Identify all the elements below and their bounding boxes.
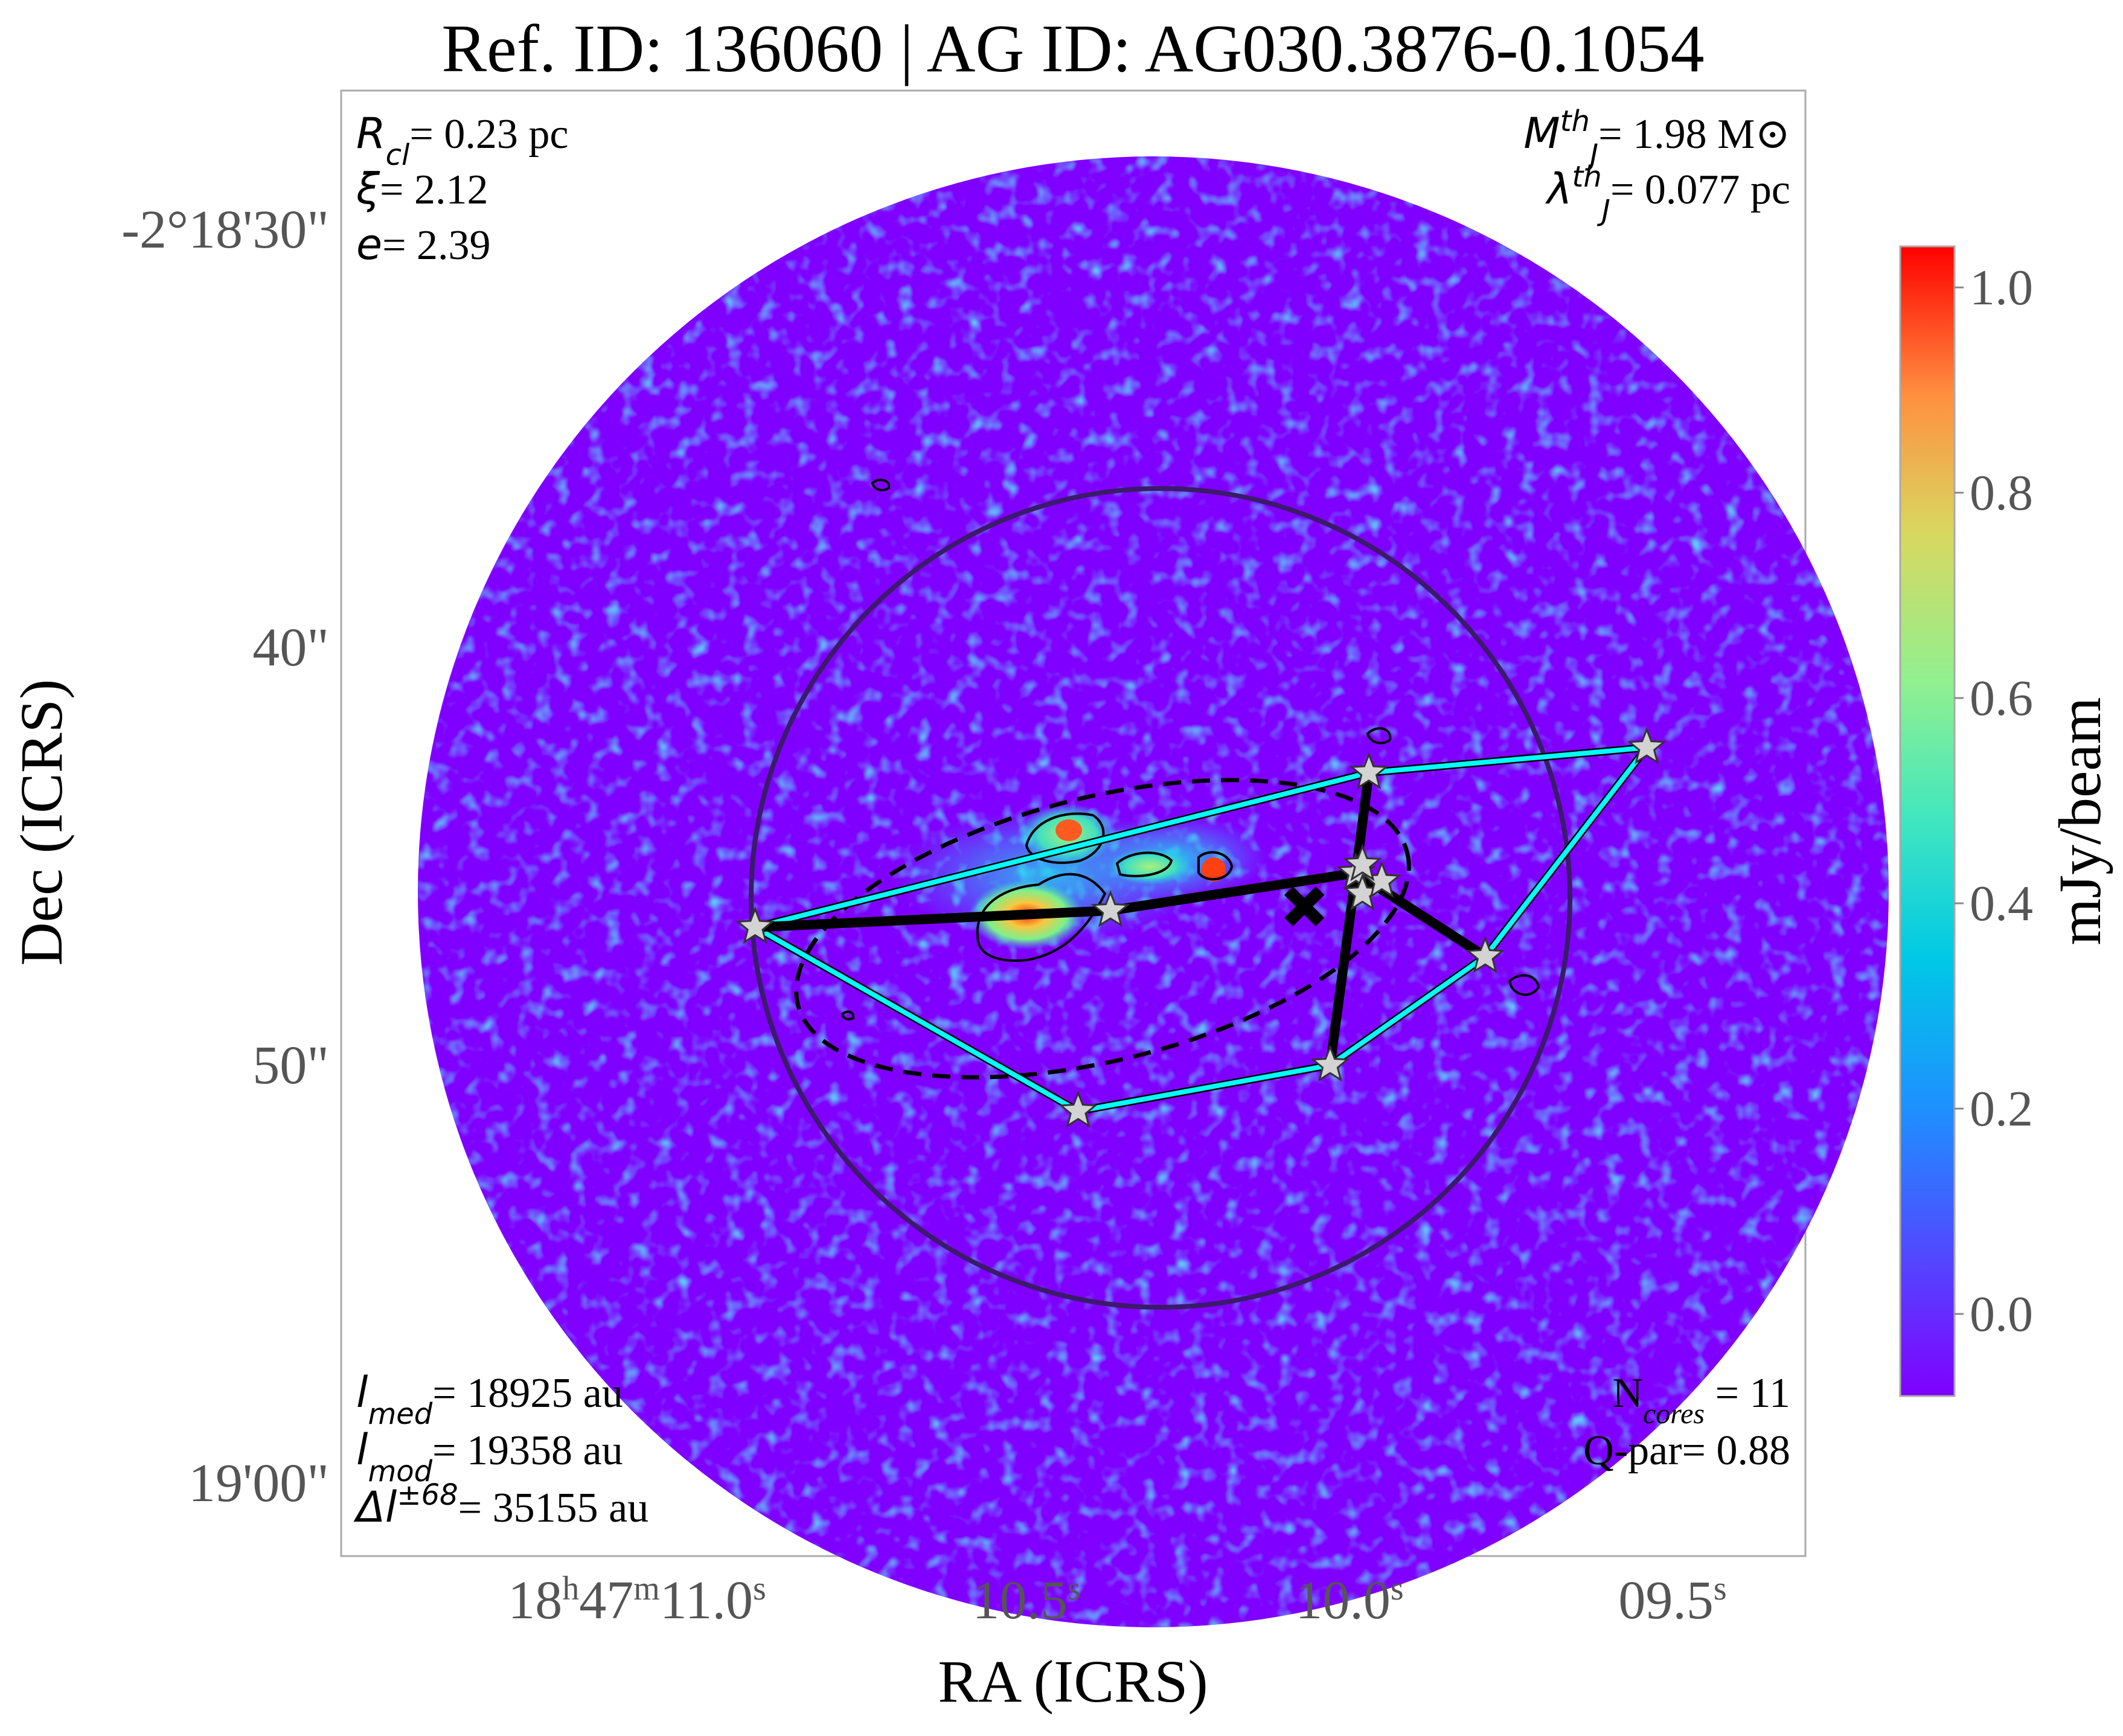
core-marker <box>1627 726 1667 764</box>
x-tick-label: 10.0s <box>1295 1570 1403 1630</box>
core-marker <box>1465 935 1505 973</box>
y-tick-label: 50" <box>252 1036 329 1095</box>
colorbar-tick-label: 0.4 <box>1970 876 2033 932</box>
annotation-bottom-right: Ncores = 11Q-par= 0.88 <box>1583 1370 1790 1474</box>
contour-north <box>1025 812 1105 864</box>
contour-east <box>1197 851 1234 881</box>
colorbar-ticks: 0.0 0.2 0.4 0.6 0.8 1.0 <box>1955 260 2033 1342</box>
contours <box>841 478 1540 1020</box>
clump-ellipse <box>794 778 1411 1080</box>
hull-edge <box>1075 1063 1333 1114</box>
cores <box>735 726 1667 1128</box>
y-ticks: -2°18'30" 40" 50" 19'00" <box>121 200 329 1513</box>
emission-peak-east <box>1202 857 1226 882</box>
chart-title: Ref. ID: 136060 | AG ID: AG030.3876-0.10… <box>441 11 1704 86</box>
mst-edge <box>750 905 1116 932</box>
core-marker <box>1090 889 1130 927</box>
emission-peak-north <box>1055 819 1082 841</box>
core-marker <box>1058 1090 1098 1128</box>
hull-edge <box>1327 954 1488 1068</box>
annotation-line: Δl±68= 35155 au <box>353 1478 648 1532</box>
core-marker <box>735 906 775 944</box>
colorbar-tick-label: 0.6 <box>1970 670 2033 726</box>
annotation-line: Q-par= 0.88 <box>1583 1427 1790 1474</box>
hull-edge <box>1482 745 1650 959</box>
contour-sw <box>841 1010 855 1020</box>
x-tick-label: 09.5s <box>1618 1570 1726 1630</box>
annotation-line: e= 2.39 <box>356 220 491 269</box>
y-tick-label: 19'00" <box>188 1453 329 1513</box>
annotation-line: λthJ= 0.077 pc <box>1545 160 1790 228</box>
contour-nw <box>871 478 891 492</box>
annotation-top-right: MthJ= 1.98 M⊙λthJ= 0.077 pc <box>1523 104 1790 228</box>
convex-hull <box>751 743 1651 1115</box>
core-marker <box>1349 752 1389 790</box>
colorbar-label: mJy/beam <box>2046 697 2113 945</box>
clump-centroid <box>1284 886 1325 927</box>
contour-se <box>1508 974 1540 996</box>
hull-edge <box>752 924 1081 1114</box>
centroid-marker <box>1284 886 1325 927</box>
core-marker <box>1310 1044 1350 1082</box>
colorbar <box>1899 245 1956 1397</box>
x-axis-label: RA (ICRS) <box>938 1648 1208 1715</box>
annotation-line: Ncores = 11 <box>1612 1370 1790 1430</box>
core-marker <box>1343 844 1382 882</box>
colorbar-tick-label: 0.8 <box>1970 465 2033 521</box>
y-axis-label: Dec (ICRS) <box>8 679 75 966</box>
y-tick-label: -2°18'30" <box>121 200 329 260</box>
annotation-top-left: Rcl= 0.23 pcξ= 2.12 e= 2.39 <box>356 109 568 269</box>
x-ticks: 18h47m11.0s 10.5s 10.0s 09.5s <box>508 1570 1726 1630</box>
contour-ne <box>1366 727 1392 745</box>
annotation-line: MthJ= 1.98 M⊙ <box>1523 104 1790 172</box>
contour-main <box>976 873 1107 962</box>
annotation-line: lmed= 18925 au <box>356 1368 623 1431</box>
y-tick-label: 40" <box>252 618 329 677</box>
mst-edge <box>1325 868 1361 1070</box>
aperture-circle <box>749 486 1572 1310</box>
hull-edge <box>752 770 1372 930</box>
colorbar-tick-label: 0.0 <box>1970 1286 2033 1342</box>
x-tick-label: 10.5s <box>972 1570 1080 1630</box>
colorbar-tick-label: 0.2 <box>1970 1081 2033 1137</box>
annotation-line: ξ= 2.12 <box>356 164 488 214</box>
mst-edge <box>1106 868 1361 915</box>
hull-edge <box>1366 745 1650 775</box>
annotation-line: lmod= 19358 au <box>356 1425 623 1488</box>
emission-map <box>418 156 1889 1627</box>
contour-centre <box>1115 851 1173 877</box>
colorbar-tick-label: 1.0 <box>1970 260 2033 316</box>
x-tick-label: 18h47m11.0s <box>508 1570 766 1630</box>
annotation-line: Rcl= 0.23 pc <box>356 109 568 172</box>
